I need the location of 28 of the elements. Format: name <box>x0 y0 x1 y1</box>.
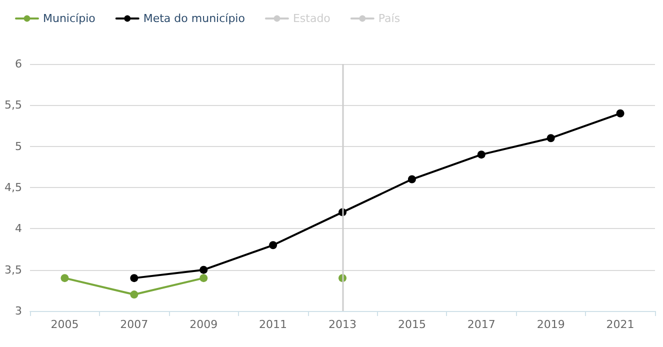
y-tick-label: 4,5 <box>4 181 22 194</box>
point <box>200 266 208 274</box>
x-tick-label: 2007 <box>120 318 148 331</box>
point <box>477 150 486 159</box>
point <box>200 274 208 282</box>
y-tick-label: 6 <box>15 58 22 70</box>
legend-label: Meta do município <box>143 12 246 25</box>
x-tick-label: 2017 <box>467 318 496 331</box>
y-tick-label: 4 <box>15 222 22 236</box>
x-tick-label: 2021 <box>606 318 634 331</box>
legend-label: Município <box>43 12 96 25</box>
y-tick-label: 5,5 <box>4 98 22 112</box>
point <box>616 109 624 118</box>
y-tick-label: 5 <box>15 140 22 153</box>
point <box>130 274 138 282</box>
point <box>130 290 138 299</box>
x-tick-label: 2009 <box>190 318 218 331</box>
x-tick-label: 2005 <box>50 318 79 331</box>
point <box>269 241 278 250</box>
y-tick-label: 3,5 <box>4 263 22 276</box>
x-tick-label: 2013 <box>328 318 356 331</box>
x-tick-label: 2019 <box>536 318 565 331</box>
point <box>60 274 69 282</box>
y-tick-label: 3 <box>15 304 22 318</box>
x-tick-label: 2011 <box>259 318 288 331</box>
x-tick-label: 2015 <box>398 318 426 331</box>
point <box>408 175 416 184</box>
point <box>546 134 555 142</box>
